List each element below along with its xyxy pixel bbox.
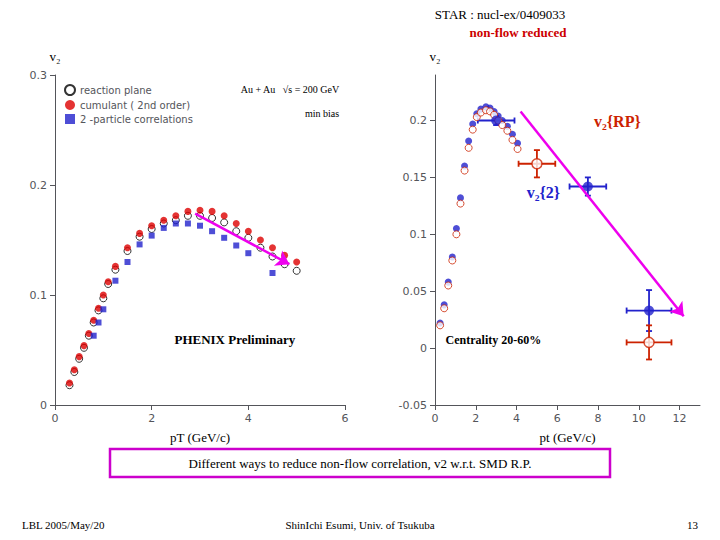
svg-text:min bias: min bias [305,108,339,119]
svg-text:Different ways to reduce non-f: Different ways to reduce non-flow correl… [189,456,532,471]
svg-text:-0.05: -0.05 [399,399,427,412]
svg-text:2: 2 [472,412,479,425]
svg-text:Centrality 20-60%: Centrality 20-60% [446,333,542,347]
svg-text:4: 4 [245,412,252,425]
svg-text:v₂: v₂ [429,49,440,64]
svg-text:v₂{2}: v₂{2} [527,184,560,201]
svg-text:0.15: 0.15 [403,171,428,184]
svg-text:0: 0 [40,399,47,412]
svg-text:0.1: 0.1 [410,228,428,241]
svg-text:0: 0 [432,412,439,425]
svg-text:non-flow reduced: non-flow reduced [470,25,568,40]
svg-text:6: 6 [342,412,349,425]
svg-text:0.2: 0.2 [410,114,428,127]
svg-text:6: 6 [554,412,561,425]
svg-text:0: 0 [52,412,59,425]
svg-text:0.05: 0.05 [403,285,428,298]
svg-text:v₂: v₂ [49,49,60,64]
svg-text:0.1: 0.1 [30,289,48,302]
svg-text:8: 8 [595,412,602,425]
svg-text:0.2: 0.2 [30,179,48,192]
svg-text:PHENIX Preliminary: PHENIX Preliminary [174,332,295,347]
svg-text:v₂{RP}: v₂{RP} [594,113,641,130]
svg-text:pT (GeV/c): pT (GeV/c) [170,430,230,445]
svg-text:ShinIchi Esumi, Univ. of Tsuku: ShinIchi Esumi, Univ. of Tsukuba [285,519,434,531]
svg-text:LBL 2005/May/20: LBL 2005/May/20 [22,519,105,531]
svg-text:13: 13 [687,519,699,531]
svg-text:12: 12 [673,412,687,425]
svg-text:pt (GeV/c): pt (GeV/c) [540,430,596,445]
svg-text:reaction plane: reaction plane [80,85,152,96]
svg-text:4: 4 [513,412,520,425]
svg-text:2 -particle correlations: 2 -particle correlations [80,114,193,125]
svg-text:cumulant ( 2nd order): cumulant ( 2nd order) [80,100,190,111]
svg-text:0: 0 [420,342,427,355]
svg-text:0.3: 0.3 [30,69,48,82]
svg-text:Au + Au √s = 200 GeV: Au + Au √s = 200 GeV [241,84,340,95]
svg-text:10: 10 [632,412,646,425]
svg-text:STAR : nucl-ex/0409033: STAR : nucl-ex/0409033 [435,7,565,22]
svg-text:2: 2 [148,412,155,425]
